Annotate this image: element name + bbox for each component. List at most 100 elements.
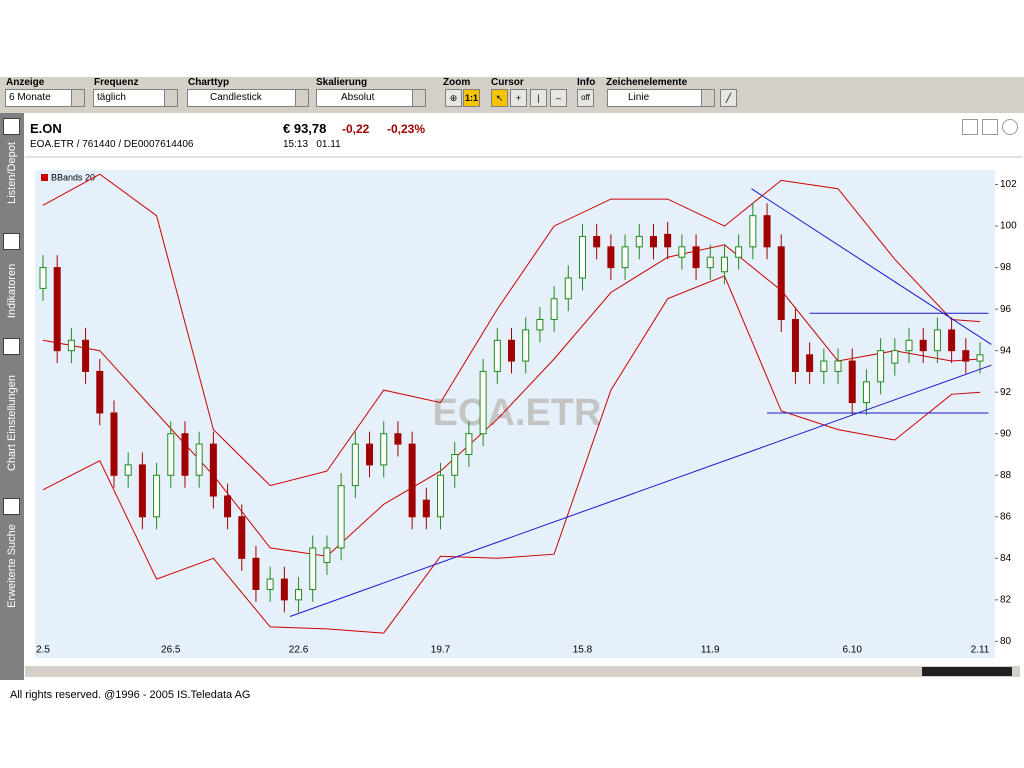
icon[interactable] [982, 119, 998, 135]
y-tick-label: 84 [1000, 553, 1012, 564]
candle-body [607, 246, 615, 269]
change-pct: -0,23% [387, 122, 426, 136]
sidebar-icon[interactable] [3, 233, 20, 250]
candle-body [82, 339, 90, 372]
label: Skalierung [316, 77, 368, 88]
dropdown[interactable]: Absolut [316, 89, 426, 107]
dropdown[interactable]: 6 Monate [5, 89, 85, 107]
zoom-button[interactable]: ⊕ [445, 89, 462, 107]
candle-body [508, 339, 515, 362]
quote-time: 15:13 01.11 [283, 139, 341, 150]
info-button[interactable]: off [577, 89, 594, 107]
cursor-vertical[interactable]: | [530, 89, 547, 107]
y-tick-label: 90 [1000, 428, 1012, 439]
toolbar: Anzeige Frequenz Charttyp Skalierung Zoo… [0, 77, 1024, 113]
icon[interactable] [962, 119, 978, 135]
legend-label: BBands 20 [51, 172, 95, 182]
candle-body [323, 547, 331, 563]
change: -0,22 [342, 122, 370, 136]
y-tick-label: 92 [1000, 387, 1012, 398]
sidebar-tab[interactable]: Listen/Depot [6, 142, 18, 204]
candle-body [309, 547, 317, 590]
x-tick-label: 6.10 [842, 645, 862, 656]
dropdown[interactable]: Candlestick [187, 89, 309, 107]
label: Zoom [443, 77, 471, 88]
y-tick-label: 98 [1000, 262, 1012, 273]
x-tick-label: 15.8 [573, 645, 593, 656]
sidebar-tab[interactable]: Indikatoren [6, 263, 18, 319]
band-middle [42, 244, 981, 557]
sidebar-tab[interactable]: Chart Einstellungen [6, 374, 18, 472]
candle-body [735, 246, 743, 258]
candle-body [536, 319, 544, 331]
candle-body [124, 464, 132, 476]
y-tick-label: 80 [1000, 636, 1012, 647]
stock-name: E.ON [30, 121, 62, 136]
candle-body [437, 474, 445, 518]
sidebar-icon[interactable] [3, 498, 20, 515]
candle-body [834, 360, 842, 372]
candle-body [550, 298, 558, 321]
sidebar-tab[interactable]: Erweiterte Suche [6, 524, 18, 608]
y-tick-label: 100 [1000, 221, 1017, 232]
x-tick-label: 11.9 [701, 645, 720, 656]
cursor-horizontal[interactable]: – [550, 89, 567, 107]
legend-swatch [41, 174, 48, 181]
draw-button[interactable]: ╱ [720, 89, 737, 107]
candle-body [862, 381, 870, 404]
zoom-reset[interactable]: 1:1 [463, 89, 480, 107]
candle-body [806, 354, 814, 372]
candle-body [962, 350, 970, 362]
candle-body [280, 578, 288, 601]
dropdown[interactable]: Linie [607, 89, 715, 107]
sidebar-icon[interactable] [3, 118, 20, 135]
trendline [751, 188, 992, 345]
candle-body [195, 443, 203, 476]
sidebar: Listen/Depot Indikatoren Chart Einstellu… [0, 113, 24, 680]
y-tick-label: 86 [1000, 511, 1012, 522]
scroll-thumb[interactable] [922, 667, 1012, 676]
y-tick-label: 82 [1000, 594, 1012, 605]
candle-body [593, 235, 601, 248]
candle-body [138, 464, 146, 518]
candle-body [493, 339, 501, 372]
candle-body [621, 246, 629, 269]
candle-body [848, 360, 856, 404]
candle-body [238, 516, 246, 559]
candle-body [578, 235, 586, 279]
candle-body [706, 256, 714, 269]
x-tick-label: 2.5 [36, 645, 50, 656]
label: Info [577, 77, 596, 88]
candle-body [408, 443, 416, 518]
scrollbar[interactable] [25, 666, 1020, 677]
candle-body [153, 474, 161, 518]
candle-body [224, 495, 232, 518]
candle-body [564, 277, 572, 300]
x-tick-label: 2.11 [971, 645, 990, 656]
candle-body [181, 433, 189, 476]
candle-body [252, 557, 260, 590]
candle-body [933, 329, 941, 352]
candle-body [820, 360, 828, 372]
candle-body [905, 339, 913, 352]
footer: All rights reserved. @1996 - 2005 IS.Tel… [10, 689, 251, 701]
band-lower [42, 275, 981, 634]
candle-body [777, 246, 785, 321]
cursor-cross[interactable]: + [510, 89, 527, 107]
label: Anzeige [6, 77, 45, 88]
y-tick-label: 94 [1000, 345, 1012, 356]
candle-body [791, 319, 799, 372]
candle-body [479, 370, 487, 435]
sidebar-icon[interactable] [3, 338, 20, 355]
marks: 80 82 84 86 88 90 92 94 96 98 100 102 2.5 26.5 22.6 19.… [36, 173, 1017, 656]
candle-body [337, 485, 345, 549]
label: Zeichenelemente [606, 77, 688, 88]
cursor-arrow[interactable]: ↖ [491, 89, 508, 107]
candle-body [919, 339, 927, 352]
candle-body [649, 235, 657, 248]
icon[interactable] [1002, 119, 1018, 135]
dropdown[interactable]: täglich [93, 89, 178, 107]
candle-body [635, 235, 643, 248]
candle-body [891, 350, 899, 364]
